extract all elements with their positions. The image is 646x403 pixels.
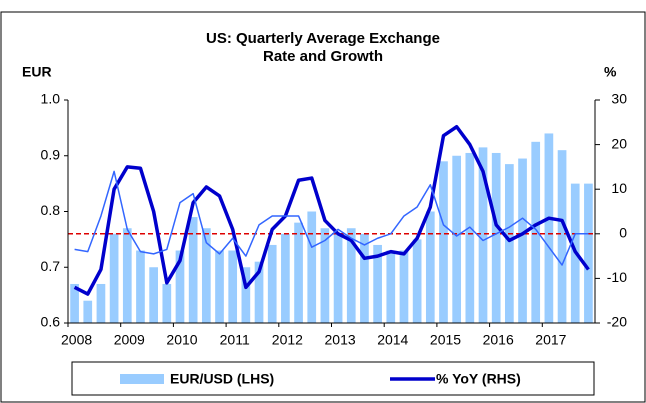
- bar: [360, 233, 369, 323]
- x-tick-label: 2014: [377, 332, 408, 348]
- bar: [109, 233, 119, 323]
- bar: [439, 161, 448, 323]
- bar: [584, 183, 593, 323]
- bar: [412, 239, 422, 323]
- y2-tick-label: 0: [619, 225, 627, 241]
- bar: [531, 141, 541, 323]
- bar: [307, 211, 317, 323]
- x-tick-label: 2015: [430, 332, 461, 348]
- y2-tick-label: -20: [607, 314, 627, 330]
- x-tick-label: 2009: [114, 332, 145, 348]
- bar: [557, 150, 567, 323]
- x-tick-label: 2008: [61, 332, 92, 348]
- x-tick-label: 2010: [166, 332, 197, 348]
- legend-label: % YoY (RHS): [436, 371, 521, 387]
- bar: [294, 222, 303, 323]
- bar: [96, 283, 106, 323]
- legend-label: EUR/USD (LHS): [170, 371, 274, 387]
- bar: [452, 155, 462, 323]
- bar: [465, 152, 475, 323]
- bar: [399, 250, 409, 323]
- y2-tick-label: 10: [611, 180, 627, 196]
- bar: [505, 164, 514, 323]
- bar: [254, 261, 264, 323]
- bar: [518, 158, 527, 323]
- y2-tick-label: -10: [607, 269, 627, 285]
- bar: [215, 250, 224, 323]
- bar: [320, 228, 330, 323]
- bar: [491, 152, 501, 323]
- bar: [228, 250, 238, 323]
- x-tick-label: 2012: [272, 332, 303, 348]
- y-tick-label: 0.7: [41, 258, 61, 274]
- bar: [122, 228, 132, 323]
- bar: [281, 233, 290, 323]
- bar: [333, 233, 343, 323]
- bar: [267, 244, 277, 323]
- bar: [425, 211, 435, 323]
- x-tick-label: 2011: [220, 332, 250, 348]
- bar: [149, 267, 158, 323]
- bar: [188, 217, 198, 323]
- line-series: [73, 125, 590, 296]
- bar: [175, 250, 185, 323]
- bar: [162, 283, 172, 323]
- bar: [201, 228, 211, 323]
- bar: [70, 283, 79, 323]
- y2-axis-label: %: [604, 64, 617, 80]
- bar: [544, 133, 554, 323]
- line-series: [74, 170, 589, 266]
- legend-swatch: [120, 374, 164, 384]
- y-tick-label: 1.0: [41, 91, 61, 107]
- bar: [478, 147, 488, 323]
- x-tick-label: 2013: [325, 332, 356, 348]
- bar: [136, 250, 145, 323]
- x-tick-label: 2017: [535, 332, 566, 348]
- x-tick-label: 2016: [483, 332, 514, 348]
- y2-tick-label: 30: [611, 91, 627, 107]
- y-tick-label: 0.8: [41, 202, 61, 218]
- y-tick-label: 0.6: [41, 314, 61, 330]
- bar: [346, 228, 356, 323]
- bar: [83, 300, 93, 323]
- bar: [386, 250, 396, 323]
- bar: [241, 267, 251, 323]
- bar: [373, 244, 382, 323]
- y2-tick-label: 20: [611, 135, 627, 151]
- chart-title: US: Quarterly Average Exchange Rate and …: [206, 30, 440, 65]
- y-axis-label: EUR: [22, 64, 52, 80]
- y-tick-label: 0.9: [41, 146, 61, 162]
- frame: [0, 11, 646, 403]
